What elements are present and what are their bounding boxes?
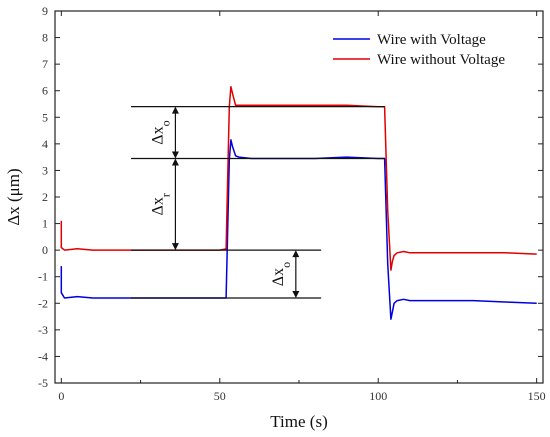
arrow-head [292, 250, 300, 258]
axes: -5 -4 -3 -2 -1 0 1 2 3 4 5 6 7 8 9 0 50 100 150 [38, 4, 546, 403]
x-tick-label: 150 [528, 389, 546, 403]
y-tick-label: -5 [38, 376, 48, 390]
y-axis-title: Δx (μm) [4, 168, 23, 225]
y-tick-label: 3 [42, 163, 48, 177]
arrow-label: Δxo [149, 120, 172, 144]
y-tick-label: 5 [42, 110, 48, 124]
arrow-head [171, 151, 179, 159]
y-tick-label: 4 [42, 137, 48, 151]
arrow-label: Δxo [270, 262, 293, 286]
x-axis-title: Time (s) [270, 412, 327, 431]
arrow-label: Δxr [149, 193, 172, 215]
arrow-head [292, 290, 300, 298]
y-tick-label: -2 [38, 296, 48, 310]
y-tick-label: -3 [38, 323, 48, 337]
y-tick-label: 8 [42, 31, 48, 45]
arrow-head [171, 106, 179, 114]
series-line-1 [60, 139, 537, 320]
arrow-head [171, 158, 179, 166]
annotations: Δxo Δxr Δxo [131, 106, 385, 299]
y-tick-label: 9 [42, 4, 48, 18]
series-line-2 [60, 85, 537, 271]
y-tick-label: 0 [42, 243, 48, 257]
legend-label: Wire without Voltage [377, 52, 505, 68]
legend-label: Wire with Voltage [377, 32, 486, 48]
arrow-head [171, 243, 179, 251]
x-tick-label: 0 [58, 389, 64, 403]
x-tick-label: 50 [214, 389, 226, 403]
legend: Wire with Voltage Wire without Voltage [333, 32, 505, 68]
y-tick-label: 2 [42, 190, 48, 204]
y-tick-label: 6 [42, 84, 48, 98]
y-tick-label: -4 [38, 349, 48, 363]
y-tick-label: -1 [38, 270, 48, 284]
y-tick-label: 1 [42, 217, 48, 231]
x-tick-label: 100 [369, 389, 387, 403]
data-series [60, 85, 537, 320]
y-tick-label: 7 [42, 57, 48, 71]
